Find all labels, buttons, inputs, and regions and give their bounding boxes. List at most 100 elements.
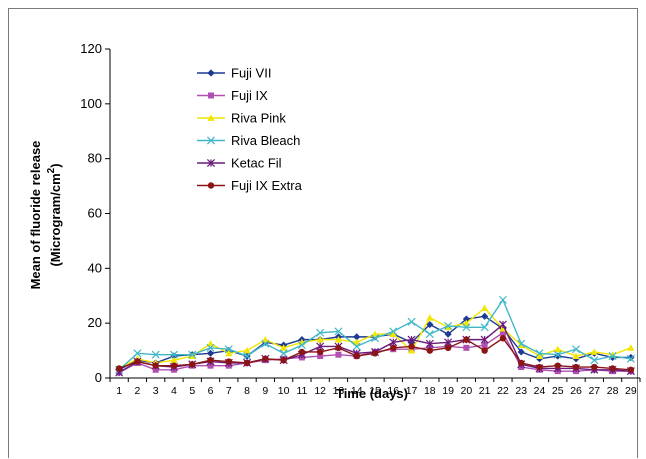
x-axis-title: Time (days) (336, 386, 408, 401)
data-point (517, 339, 526, 348)
data-point (572, 363, 580, 371)
data-point (407, 346, 416, 354)
data-point (536, 363, 543, 371)
data-point (499, 335, 507, 342)
data-point (517, 348, 525, 356)
data-point (152, 366, 159, 373)
data-point (262, 355, 269, 363)
x-tick-label: 17 (406, 385, 418, 397)
data-point (389, 327, 398, 336)
data-point (225, 358, 232, 365)
data-point (389, 330, 397, 338)
data-point (535, 349, 544, 358)
data-point (426, 347, 434, 354)
data-point (298, 348, 306, 356)
y-tick-label: 20 (88, 315, 102, 330)
data-point (335, 344, 342, 352)
legend-label: Fuji IX (231, 88, 268, 103)
data-point (188, 350, 197, 359)
data-point (297, 341, 306, 350)
legend-item: Riva Pink (197, 111, 286, 126)
data-point (425, 330, 434, 339)
data-point (462, 315, 470, 323)
x-tick-label: 20 (461, 385, 473, 397)
y-tick-label: 100 (80, 96, 102, 111)
data-point (407, 317, 416, 326)
data-point (462, 319, 470, 327)
y-tick-label: 0 (95, 370, 102, 385)
data-point (444, 321, 453, 330)
data-point (133, 349, 142, 358)
series-line (118, 315, 631, 371)
legend-label: Riva Bleach (231, 133, 300, 148)
x-tick-label: 7 (226, 385, 232, 397)
data-point (572, 352, 580, 359)
x-tick-label: 24 (534, 385, 546, 397)
data-point (554, 352, 562, 360)
legend-marker (208, 92, 214, 99)
data-point (627, 366, 635, 373)
data-point (627, 344, 635, 351)
legend-item: Fuji IX Extra (197, 178, 303, 193)
data-point (481, 304, 489, 311)
data-point (170, 362, 178, 369)
data-point (535, 352, 544, 359)
x-tick-label: 11 (296, 385, 307, 397)
x-tick-label: 29 (625, 385, 637, 397)
y-axis-unit-suffix: ) (48, 163, 63, 167)
data-point (498, 295, 507, 304)
data-point (206, 340, 215, 347)
legend-item: Fuji IX (197, 88, 268, 103)
series-layer (115, 295, 635, 377)
data-point (481, 342, 488, 349)
data-point (353, 338, 361, 346)
data-point (243, 346, 251, 354)
x-tick-label: 15 (369, 385, 381, 397)
data-point (426, 314, 434, 321)
data-point (608, 352, 617, 361)
legend-item: Ketac Fil (197, 156, 282, 171)
data-point (207, 356, 214, 364)
legend-marker (207, 114, 215, 121)
data-point (170, 356, 178, 364)
data-point (334, 336, 343, 343)
x-tick-label: 12 (314, 385, 326, 397)
data-point (352, 342, 361, 351)
data-point (335, 351, 342, 358)
data-point (316, 336, 324, 343)
x-tick-label: 6 (208, 385, 214, 397)
data-point (170, 352, 178, 360)
data-point (425, 339, 434, 348)
y-axis-unit-prefix: (Microgram/cm (48, 173, 63, 266)
legend-marker (207, 182, 215, 189)
series-fuji-ix-extra (115, 335, 635, 373)
data-point (390, 344, 397, 352)
data-point (261, 336, 269, 343)
data-point (224, 345, 233, 354)
data-point (353, 352, 360, 360)
data-point (206, 343, 215, 352)
legend-item: Riva Bleach (197, 133, 300, 148)
data-point (481, 312, 489, 320)
y-axis-unit-sup: 2 (46, 167, 57, 173)
data-point (371, 350, 379, 357)
y-tick-label: 40 (88, 260, 102, 275)
x-tick-label: 14 (351, 385, 363, 397)
data-point (444, 330, 452, 338)
x-tick-label: 4 (171, 385, 177, 397)
data-point (280, 344, 288, 351)
data-point (152, 362, 159, 369)
legend-label: Fuji IX Extra (231, 178, 303, 193)
data-point (353, 333, 361, 341)
data-point (498, 320, 507, 329)
data-point (499, 329, 506, 336)
data-point (334, 327, 343, 336)
x-tick-label: 1 (116, 385, 122, 397)
x-tick-label: 26 (570, 385, 582, 397)
legend-item: Fuji VII (197, 66, 271, 81)
legend-label: Riva Pink (231, 111, 286, 126)
data-point (572, 345, 581, 354)
data-point (316, 328, 325, 337)
legend-marker (207, 69, 215, 77)
data-point (590, 356, 599, 365)
